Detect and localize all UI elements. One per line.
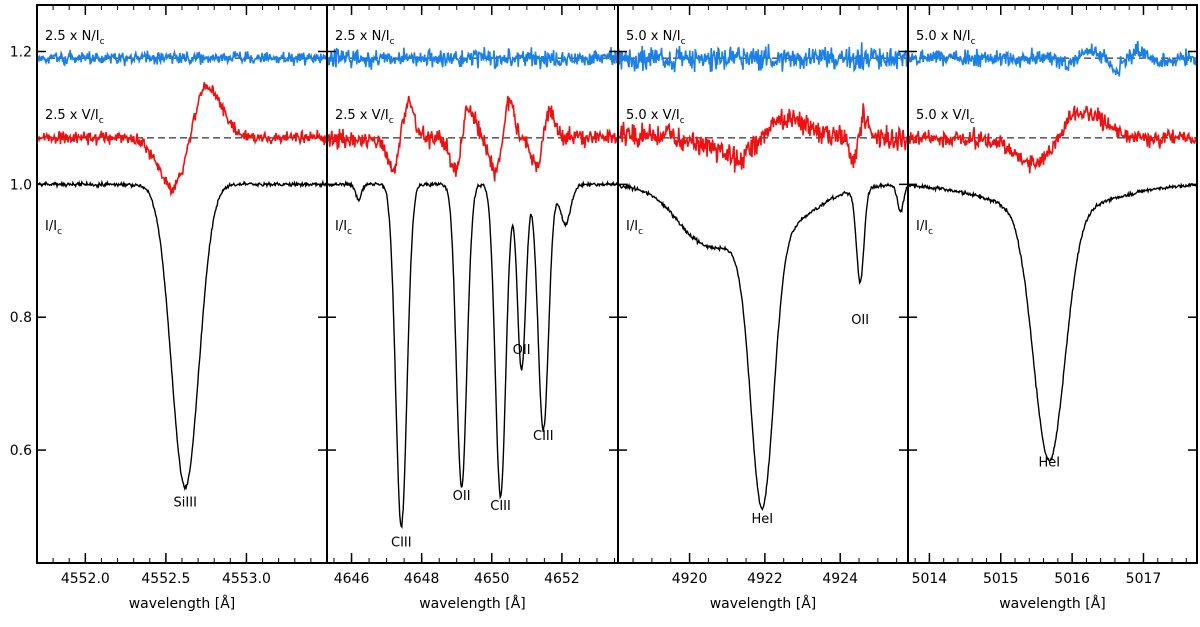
i-label: I/Ic	[45, 219, 62, 237]
line-label: SiIII	[174, 496, 197, 511]
x-tick-label: 4922	[747, 571, 783, 587]
panel-frame	[326, 4, 619, 564]
panel-4: 5.0 x N/Ic 5.0 x V/Ic I/Ic HeI 5014 5015 5016 5…	[907, 4, 1198, 612]
series-n	[36, 49, 328, 67]
x-tick-label: 4552.0	[61, 571, 110, 587]
x-axis-label: wavelength [Å]	[710, 595, 817, 612]
y-tick-label: 0.8	[10, 310, 32, 326]
x-tick-label: 4646	[334, 571, 370, 587]
line-label: OII	[453, 489, 471, 504]
line-label: CIII	[391, 535, 412, 550]
series-n	[617, 42, 909, 73]
panel-frame	[907, 4, 1198, 564]
n-label: 5.0 x N/Ic	[916, 29, 976, 47]
n-label: 2.5 x N/Ic	[45, 29, 105, 47]
x-tick-label: 5016	[1054, 571, 1090, 587]
y-tick-label: 1.0	[10, 177, 32, 193]
x-tick-label: 4652	[544, 571, 580, 587]
i-label: I/Ic	[626, 219, 643, 237]
x-axis-label: wavelength [Å]	[999, 595, 1106, 612]
x-tick-label: 4648	[404, 571, 440, 587]
x-axis-label: wavelength [Å]	[129, 595, 236, 612]
series-v	[326, 95, 619, 182]
line-label: OII	[851, 313, 869, 328]
series-v	[617, 103, 909, 173]
y-tick-label: 0.6	[10, 443, 32, 459]
panel-3: 5.0 x N/Ic 5.0 x V/Ic I/Ic HeI OII 4920 4922 49…	[617, 4, 909, 612]
line-label: OII	[513, 343, 531, 358]
line-label: HeI	[1038, 456, 1060, 471]
i-label: I/Ic	[335, 219, 352, 237]
series-i	[326, 180, 619, 529]
panel-1: 2.5 x N/Ic 2.5 x V/Ic I/Ic SiIII 4552.0 4552.…	[36, 4, 328, 612]
series-v	[36, 82, 328, 197]
v-label: 2.5 x V/Ic	[335, 108, 394, 126]
x-tick-label: 5017	[1126, 571, 1162, 587]
v-label: 5.0 x V/Ic	[626, 108, 685, 126]
line-label: CIII	[490, 499, 511, 514]
series-i	[36, 179, 328, 492]
line-label: CIII	[533, 429, 554, 444]
y-axis: 0.6 0.8 1.0 1.2	[10, 45, 32, 460]
n-label: 2.5 x N/Ic	[335, 29, 395, 47]
panel-frame	[617, 4, 909, 564]
series-i	[907, 182, 1198, 462]
x-tick-label: 4552.5	[141, 571, 190, 587]
x-tick-label: 4920	[672, 571, 708, 587]
x-tick-label: 4650	[474, 571, 510, 587]
series-v	[907, 105, 1198, 174]
v-label: 5.0 x V/Ic	[916, 108, 975, 126]
x-axis-label: wavelength [Å]	[419, 595, 526, 612]
series-n	[907, 41, 1198, 77]
series-i	[617, 181, 909, 511]
panel-2: 2.5 x N/Ic 2.5 x V/Ic I/Ic CIII OII CIII OII CI…	[326, 4, 619, 612]
line-label: HeI	[751, 512, 773, 527]
series-n	[326, 47, 619, 70]
x-tick-label: 4553.0	[222, 571, 271, 587]
x-tick-label: 5014	[912, 571, 948, 587]
x-tick-label: 4924	[822, 571, 858, 587]
n-label: 5.0 x N/Ic	[626, 29, 686, 47]
i-label: I/Ic	[916, 219, 933, 237]
x-tick-label: 5015	[983, 571, 1019, 587]
y-tick-label: 1.2	[10, 45, 32, 61]
v-label: 2.5 x V/Ic	[45, 108, 104, 126]
